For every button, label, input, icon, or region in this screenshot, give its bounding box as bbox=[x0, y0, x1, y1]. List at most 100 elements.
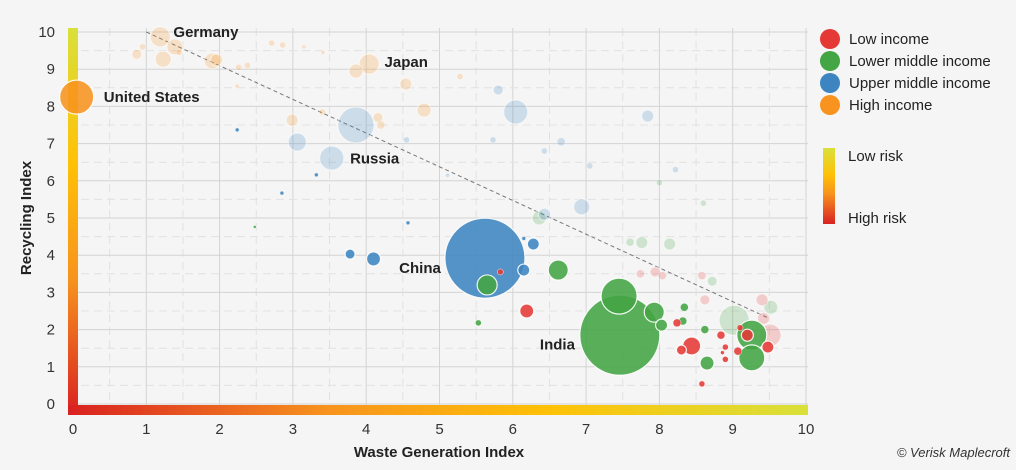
legend-label: Upper middle income bbox=[849, 74, 991, 92]
country-label: United States bbox=[104, 89, 200, 106]
bubble-high bbox=[348, 63, 364, 79]
bubble-upper-middle bbox=[337, 106, 375, 144]
x-tick-label: 8 bbox=[655, 421, 663, 438]
bubble-high bbox=[59, 79, 95, 115]
bubble-low bbox=[736, 324, 744, 331]
legend-item: Lower middle income bbox=[820, 50, 991, 72]
x-tick-label: 6 bbox=[509, 421, 517, 438]
bubble-high bbox=[210, 53, 224, 67]
bubble-low bbox=[756, 311, 771, 326]
legend-item: Low income bbox=[820, 28, 991, 50]
y-tick-label: 3 bbox=[47, 284, 55, 301]
legend-label: Low income bbox=[849, 30, 930, 48]
bubble-low bbox=[497, 268, 504, 276]
grid bbox=[68, 28, 808, 405]
bubble-lower-middle bbox=[699, 355, 715, 371]
bubble-upper-middle bbox=[234, 127, 240, 133]
bubble-high bbox=[456, 73, 464, 80]
bubble-high bbox=[416, 102, 432, 118]
bubble-high bbox=[154, 50, 172, 68]
bubble-high bbox=[268, 39, 275, 47]
bubble-upper-middle bbox=[403, 136, 410, 144]
bubble-upper-middle bbox=[517, 263, 531, 277]
bubble-upper-middle bbox=[489, 136, 497, 144]
y-tick-label: 7 bbox=[47, 136, 55, 153]
recycling-risk-gradient-bar bbox=[68, 28, 78, 415]
bubble-low bbox=[761, 340, 775, 354]
y-axis-title: Recycling Index bbox=[18, 160, 35, 275]
bubble-high bbox=[244, 62, 251, 69]
bubble-lower-middle bbox=[625, 237, 635, 247]
bubble-low bbox=[519, 303, 535, 319]
x-tick-label: 9 bbox=[729, 421, 737, 438]
bubble-low bbox=[675, 344, 687, 356]
x-tick-label: 0 bbox=[69, 421, 77, 438]
country-label: Japan bbox=[385, 54, 428, 71]
high-risk-label: High risk bbox=[848, 210, 907, 227]
legend-label: Lower middle income bbox=[849, 52, 991, 70]
bubble-lower-middle bbox=[476, 274, 498, 296]
waste-risk-gradient-bar bbox=[68, 405, 808, 415]
tick-labels: 0 1 2 3 4 5 6 7 8 9 10 0 1 2 3 4 5 6 7 8 9 10 bbox=[38, 24, 814, 438]
x-tick-label: 10 bbox=[798, 421, 815, 438]
bubble-upper-middle bbox=[314, 172, 319, 178]
bubble-low bbox=[720, 350, 725, 355]
bubble-high bbox=[166, 38, 184, 56]
bubble-low bbox=[755, 293, 769, 307]
bubble-upper-middle bbox=[503, 99, 529, 125]
y-tick-label: 0 bbox=[47, 396, 55, 413]
bubble-upper-middle bbox=[279, 190, 285, 196]
bubble-low bbox=[672, 318, 682, 328]
x-tick-label: 5 bbox=[435, 421, 443, 438]
y-tick-label: 4 bbox=[47, 247, 55, 264]
bubble-low bbox=[649, 266, 661, 278]
bubble-high bbox=[203, 52, 221, 70]
legend-dot-icon bbox=[820, 73, 840, 93]
bubble-lower-middle bbox=[635, 235, 649, 250]
bubble-high bbox=[149, 26, 171, 48]
y-tick-label: 6 bbox=[47, 173, 55, 190]
bubble-high bbox=[285, 113, 299, 127]
bubble-high bbox=[358, 53, 380, 75]
bubble-high bbox=[372, 111, 384, 124]
x-tick-label: 3 bbox=[289, 421, 297, 438]
bubble-lower-middle bbox=[600, 277, 638, 315]
bubble-lower-middle bbox=[656, 179, 663, 186]
bubble-upper-middle bbox=[319, 145, 345, 171]
bubble-upper-middle bbox=[445, 172, 450, 178]
bubble-low bbox=[699, 294, 711, 306]
bubble-upper-middle bbox=[526, 237, 540, 251]
y-tick-label: 1 bbox=[47, 359, 55, 376]
bubble-upper-middle bbox=[556, 137, 566, 146]
y-tick-label: 2 bbox=[47, 322, 55, 339]
bubble-high bbox=[318, 108, 326, 116]
country-labels: Germany Japan United States Russia China Indi… bbox=[104, 24, 576, 353]
x-tick-label: 7 bbox=[582, 421, 590, 438]
bubble-low bbox=[722, 343, 729, 351]
bubble-lower-middle bbox=[663, 237, 677, 251]
bubble-high bbox=[131, 48, 143, 60]
legend-dot-icon bbox=[820, 51, 840, 71]
bubble-upper-middle bbox=[521, 236, 527, 241]
trend-line bbox=[146, 31, 770, 319]
bubble-high bbox=[301, 44, 307, 50]
bubble-high bbox=[235, 64, 242, 71]
legend-dot-icon bbox=[820, 29, 840, 49]
bubble-upper-middle bbox=[672, 166, 679, 173]
bubble-lower-middle bbox=[738, 344, 766, 372]
x-axis-title: Waste Generation Index bbox=[354, 444, 525, 461]
data-points bbox=[59, 26, 782, 388]
y-tick-label: 10 bbox=[38, 24, 55, 41]
bubble-high bbox=[279, 41, 286, 49]
bubble-lower-middle bbox=[643, 301, 665, 323]
x-tick-label: 4 bbox=[362, 421, 370, 438]
bubble-low bbox=[636, 269, 645, 279]
bubble-lower-middle bbox=[706, 275, 718, 287]
bubble-lower-middle bbox=[654, 318, 669, 332]
bubble-high bbox=[376, 120, 386, 130]
bubble-upper-middle bbox=[365, 251, 382, 267]
bubble-low bbox=[658, 271, 667, 280]
bubble-upper-middle bbox=[405, 220, 411, 226]
bubble-upper-middle bbox=[287, 132, 307, 152]
